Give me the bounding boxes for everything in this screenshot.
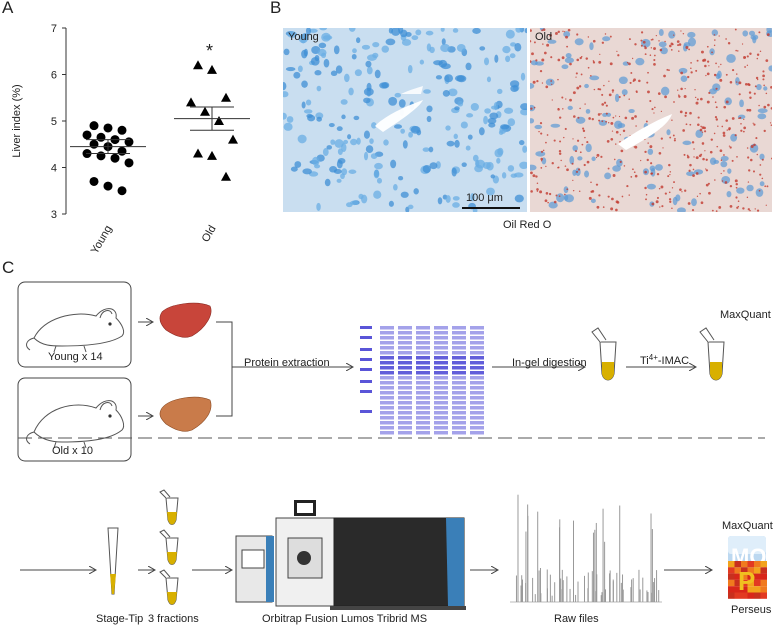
- histology-caption: Oil Red O: [503, 219, 552, 231]
- histology-old-image: [530, 28, 772, 212]
- stage-tip-icon: [107, 527, 119, 595]
- histology-young-image: [283, 28, 527, 212]
- ms-label: Orbitrap Fusion Lumos Tribrid MS: [262, 613, 427, 625]
- fractions-label: 3 fractions: [148, 613, 199, 625]
- fraction-tube-icon: [159, 529, 179, 565]
- old-data-point: [200, 106, 210, 116]
- significance-star: *: [206, 41, 213, 61]
- raw-files-label: Raw files: [554, 613, 599, 625]
- old-liver-icon: [159, 396, 212, 432]
- y-tick-label: 7: [51, 23, 57, 35]
- fraction-tube-icon: [159, 489, 179, 525]
- young-mouse-icon: [26, 308, 125, 353]
- young-data-point: [82, 130, 92, 140]
- svg-text:P: P: [738, 566, 755, 596]
- tube-icon: [699, 327, 725, 381]
- workflow-diagram: Young x 14 Old x 10 Protein extraction I…: [17, 281, 771, 625]
- young-data-point: [117, 146, 127, 156]
- histology-young-label: Young: [288, 31, 319, 43]
- young-data-point: [117, 125, 127, 135]
- scale-bar-label: 100 μm: [466, 192, 503, 204]
- young-data-point: [103, 123, 113, 133]
- old-data-point: [228, 134, 238, 144]
- panel-label-c: C: [2, 258, 15, 277]
- perseus-logo-icon: P: [728, 561, 767, 599]
- panel-label-a: A: [2, 0, 14, 17]
- young-data-point: [96, 132, 106, 142]
- old-data-point: [221, 92, 231, 102]
- panel-label-b: B: [270, 0, 282, 17]
- old-data-point: [186, 97, 196, 107]
- ti-imac-label: Ti4+-IMAC: [640, 353, 689, 367]
- young-data-point: [124, 158, 134, 168]
- y-axis-label: Liver index (%): [11, 84, 23, 157]
- young-data-point: [89, 139, 99, 149]
- young-liver-icon: [159, 302, 212, 338]
- young-data-point: [89, 176, 99, 186]
- orbitrap-ms-icon: [235, 500, 466, 610]
- scale-bar: [462, 207, 520, 209]
- old-data-point: [193, 60, 203, 70]
- y-tick-label: 6: [51, 70, 57, 82]
- x-tick-label: Young: [89, 224, 115, 257]
- maxquant-label: MaxQuant: [720, 309, 771, 321]
- young-data-point: [124, 137, 134, 147]
- young-data-point: [110, 153, 120, 163]
- perseus-label: Perseus: [731, 604, 772, 616]
- tube-icon: [591, 327, 617, 381]
- old-data-point: [221, 171, 231, 181]
- old-data-point: [207, 64, 217, 74]
- old-data-point: [193, 148, 203, 158]
- young-data-point: [89, 121, 99, 131]
- young-data-point: [103, 181, 113, 191]
- histology-old-label: Old: [535, 31, 553, 43]
- x-tick-label: Old: [200, 224, 219, 245]
- fraction-tube-icon: [159, 569, 179, 605]
- y-tick-label: 3: [51, 209, 57, 221]
- old-group-label: Old x 10: [52, 445, 93, 457]
- in-gel-digestion-label: In-gel digestion: [512, 357, 587, 369]
- young-data-point: [117, 186, 127, 196]
- stage-tip-label: Stage-Tip: [96, 613, 143, 625]
- young-data-point: [96, 151, 106, 161]
- old-data-point: [207, 150, 217, 160]
- old-mouse-icon: [26, 400, 125, 449]
- maxquant-text: MaxQuant: [722, 520, 773, 532]
- raw-spectrum-plot: [510, 494, 662, 603]
- protein-extraction-label: Protein extraction: [244, 357, 330, 369]
- liver-index-chart: 3 4 5 6 7 Liver index (%) Young Old *: [11, 23, 250, 257]
- y-tick-label: 4: [51, 163, 57, 175]
- sds-page-gel-image: [360, 326, 484, 435]
- tube-liquid: [602, 362, 614, 380]
- old-data-point: [214, 116, 224, 125]
- young-group-label: Young x 14: [48, 351, 103, 363]
- y-tick-label: 5: [51, 116, 57, 128]
